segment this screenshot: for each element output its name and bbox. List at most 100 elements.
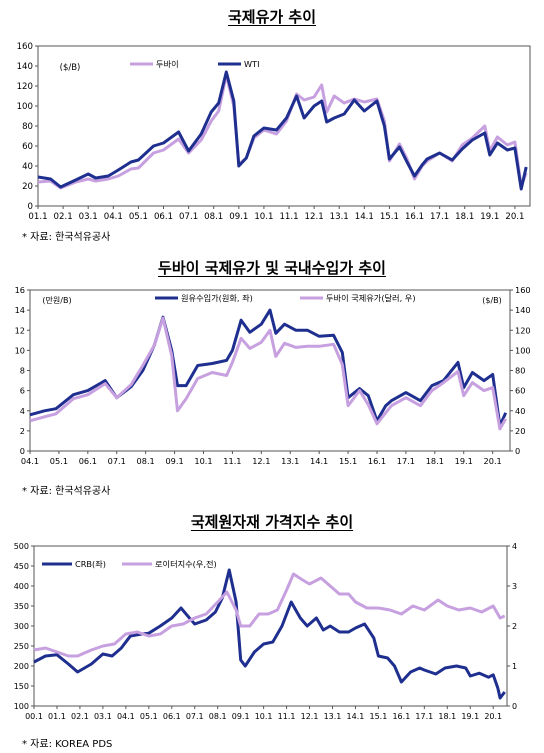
x-tick-label: 01.1 — [28, 212, 47, 222]
x-tick-label: 20.1 — [484, 712, 502, 721]
x-tick-label: 08.1 — [137, 456, 155, 466]
x-tick-label: 13.1 — [324, 712, 342, 721]
x-tick-label: 15.1 — [339, 456, 357, 466]
y2-tick-label: 20 — [515, 426, 525, 436]
x-tick-label: 11.1 — [279, 212, 298, 222]
x-tick-label: 04.1 — [21, 456, 39, 466]
chart2-source: * 자료: 한국석유공사 — [22, 486, 111, 497]
chart1-svg: 0 20 40 60 80 100 120 140 160 01.1 02.1 03.1 04.1 05.… — [17, 42, 531, 222]
y-tick-label: 160 — [17, 42, 33, 52]
y-tick-label: 4 — [20, 406, 25, 416]
x-tick-label: 17.1 — [415, 712, 433, 721]
x-tick-label: 04.1 — [104, 212, 123, 222]
y-tick-label: 450 — [14, 562, 29, 571]
x-tick-label: 14.1 — [355, 212, 374, 222]
series-line-2 — [29, 316, 508, 431]
y-tick-label: 16 — [15, 285, 25, 295]
y-tick-label: 120 — [17, 82, 33, 92]
x-tick-label: 10.1 — [255, 712, 273, 721]
y-tick-label: 12 — [15, 325, 25, 335]
legend-label-2: 로이터지수(우,전) — [155, 559, 217, 569]
x-tick-label: 15.1 — [370, 712, 388, 721]
series-line-2 — [33, 572, 506, 658]
x-tick-label: 15.1 — [380, 212, 399, 222]
chart3-title: 국제원자재 가격지수 추이 — [190, 513, 354, 531]
x-tick-label: 07.1 — [108, 456, 126, 466]
x-tick-label: 10.1 — [194, 456, 212, 466]
plot-frame — [33, 545, 508, 707]
legend-label-2: WTI — [244, 59, 260, 69]
x-tick-label: 14.1 — [310, 456, 328, 466]
x-tick-label: 16.1 — [368, 456, 386, 466]
x-tick-label: 05.1 — [140, 712, 158, 721]
chart3-source: * 자료: KOREA PDS — [22, 739, 113, 750]
chart3-svg: 100 150 200 250 300 350 400 450 500 0 1 2 3 4 00.1 01.1… — [14, 542, 517, 721]
y-tick-label: 80 — [22, 122, 33, 132]
y2-tick-label: 4 — [512, 542, 517, 551]
x-tick-label: 02.1 — [54, 212, 73, 222]
x-tick-label: 16.1 — [392, 712, 410, 721]
left-unit-label: (만원/B) — [42, 296, 71, 305]
x-tick-label: 11.1 — [223, 456, 241, 466]
x-tick-label: 18.1 — [438, 712, 456, 721]
x-tick-label: 09.1 — [229, 212, 248, 222]
x-tick-label: 10.1 — [254, 212, 273, 222]
x-tick-label: 07.1 — [179, 212, 198, 222]
x-tick-label: 14.1 — [347, 712, 365, 721]
x-tick-label: 18.1 — [426, 456, 444, 466]
x-tick-label: 01.1 — [48, 712, 66, 721]
y-tick-label: 150 — [14, 682, 29, 691]
y-tick-label: 100 — [14, 702, 29, 711]
y-tick-label: 300 — [14, 622, 29, 631]
series-line-1 — [29, 308, 508, 428]
x-tick-label: 17.1 — [430, 212, 449, 222]
y2-tick-label: 2 — [512, 622, 517, 631]
x-tick-label: 09.1 — [165, 456, 183, 466]
x-tick-label: 00.1 — [25, 712, 43, 721]
y-tick-label: 0 — [20, 446, 25, 456]
x-tick-label: 06.1 — [79, 456, 97, 466]
x-tick-label: 05.1 — [129, 212, 148, 222]
y-tick-label: 2 — [20, 426, 25, 436]
x-tick-label: 12.1 — [301, 712, 319, 721]
x-tick-label: 19.1 — [461, 712, 479, 721]
x-tick-label: 08.1 — [204, 212, 223, 222]
y-tick-label: 6 — [20, 386, 25, 396]
x-tick-label: 06.1 — [154, 212, 173, 222]
y2-tick-label: 120 — [515, 325, 531, 335]
x-tick-label: 11.1 — [278, 712, 296, 721]
x-tick-label: 05.1 — [50, 456, 68, 466]
y-tick-label: 20 — [22, 182, 33, 192]
y2-tick-label: 60 — [515, 386, 525, 396]
right-unit-label: ($/B) — [482, 296, 502, 305]
y2-tick-label: 0 — [515, 446, 520, 456]
y2-tick-label: 1 — [512, 662, 517, 671]
series-line-2 — [37, 70, 528, 191]
x-tick-label: 08.1 — [209, 712, 227, 721]
y2-tick-label: 140 — [515, 305, 531, 315]
y-tick-label: 60 — [22, 142, 33, 152]
y-tick-label: 0 — [28, 202, 33, 212]
legend-label-1: CRB(좌) — [75, 559, 106, 569]
y2-tick-label: 100 — [515, 345, 531, 355]
y-tick-label: 350 — [14, 602, 29, 611]
unit-label: ($/B) — [60, 63, 81, 73]
x-tick-label: 20.1 — [484, 456, 502, 466]
y2-tick-label: 40 — [515, 406, 525, 416]
y2-tick-label: 160 — [515, 285, 531, 295]
y-tick-label: 200 — [14, 662, 29, 671]
series-line-1 — [33, 568, 506, 700]
legend-label-2: 두바이 국제유가(달러, 우) — [326, 293, 416, 303]
x-tick-label: 19.1 — [455, 456, 473, 466]
x-tick-label: 19.1 — [480, 212, 499, 222]
y-tick-label: 8 — [20, 366, 25, 376]
x-tick-label: 03.1 — [79, 212, 98, 222]
x-tick-label: 07.1 — [186, 712, 204, 721]
y-tick-label: 140 — [17, 62, 33, 72]
y2-tick-label: 3 — [512, 582, 517, 591]
x-tick-label: 18.1 — [455, 212, 474, 222]
x-tick-label: 04.1 — [117, 712, 135, 721]
x-tick-label: 20.1 — [505, 212, 524, 222]
y-tick-label: 250 — [14, 642, 29, 651]
